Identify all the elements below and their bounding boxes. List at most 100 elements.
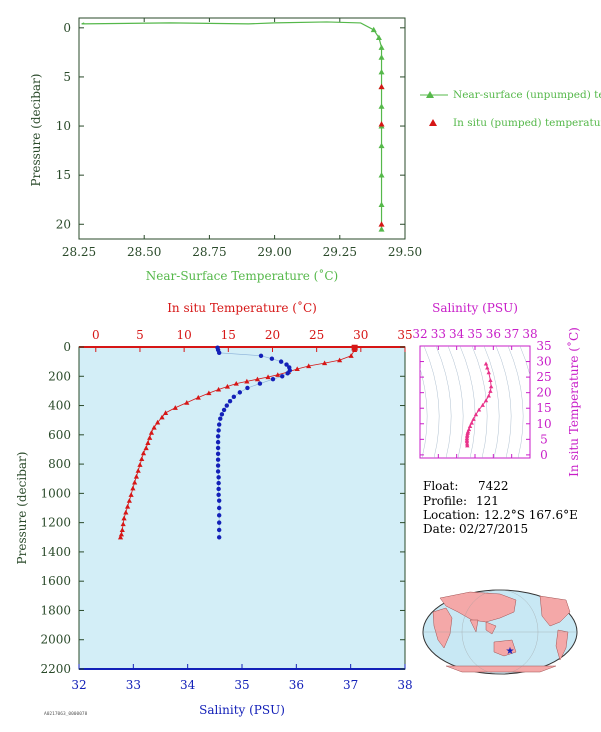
world-map: ★ [422,589,578,675]
date-label: Date: [423,522,456,536]
map-graticule [423,589,577,675]
temperature-tick-label: 0 [92,328,100,342]
temperature-tick-label: 30 [353,328,368,342]
ts-point [465,443,470,448]
float-label: Float: [423,479,458,493]
near-surface-x-tick-label: 28.25 [62,245,96,259]
ts-point [476,407,482,412]
salinity-point [216,480,221,486]
temperature-point [139,456,145,462]
temperature-point [143,445,149,451]
legend-label-near-surface: Near-surface (unpumped) temperature. [453,89,601,101]
salinity-point [280,374,285,379]
ts-point [471,416,476,421]
salinity-tick-label: 37 [343,678,358,692]
pressure-tick-label: 200 [48,369,71,383]
salinity-tick-label: 38 [397,678,412,692]
temperature-point [275,372,281,377]
ts-x-tick-label: 33 [431,327,446,341]
ts-y-tick-label: 20 [536,386,551,400]
pressure-tick-label: 400 [48,399,71,413]
ts-plot-frame [419,345,531,459]
temperature-point [128,492,134,497]
temperature-point [233,380,239,386]
pressure-tick-label: 1000 [40,486,71,500]
temperature-point [132,479,138,485]
salinity-point [278,359,284,364]
location-value: 12.2°S 167.6°E [484,508,578,522]
salinity-point [216,350,222,356]
profile-label: Profile: [423,494,467,508]
pressure-tick-label: 1600 [40,574,71,588]
salinity-point [224,403,229,408]
salinity-point [215,457,221,462]
near-surface-y-tick-label: 0 [63,21,71,35]
salinity-point [216,505,222,511]
temperature-point [140,450,147,456]
ts-x-tick-label: 34 [449,327,465,341]
salinity-point [215,463,221,468]
ts-point [486,393,491,398]
salinity-point [258,353,264,358]
salinity-point [237,390,243,395]
salinity-point [231,394,237,399]
temperature-point [306,363,312,369]
salinity-point [216,492,221,498]
ts-x-tick-label: 37 [504,327,519,341]
pressure-tick-label: 2200 [40,662,71,676]
legend-marker-in-situ [429,119,437,126]
temperature-point [206,390,212,396]
pressure-tick-label: 600 [48,428,71,442]
near-surface-y-tick-label: 15 [56,168,71,182]
temperature-point [195,394,201,400]
ts-point [465,430,470,435]
density-contour [495,346,512,458]
ts-x-tick-label: 36 [486,327,501,341]
pressure-tick-label: 2000 [40,633,71,647]
temperature-point [123,509,129,515]
pressure-tick-label: 1800 [40,603,71,617]
ts-x-tick-label: 35 [467,327,482,341]
temperature-tick-label: 10 [176,328,191,342]
temperature-point [215,386,222,392]
footer-code: A0217063_0000078 [44,711,88,717]
salinity-tick-label: 34 [180,678,196,692]
temperature-point [124,503,131,509]
ts-y-tick-label: 15 [536,401,551,415]
temperature-tick-label: 35 [397,328,412,342]
salinity-point [215,445,221,451]
in-situ-point [378,83,385,90]
salinity-point [285,371,290,376]
map-star-icon: ★ [506,646,515,657]
ts-x-axis-label: Salinity (PSU) [432,301,518,315]
temperature-axis-label: In situ Temperature (˚C) [167,300,317,315]
near-surface-x-tick-label: 29.00 [257,245,291,259]
temperature-tick-label: 20 [265,328,280,342]
density-contour [519,346,530,458]
ts-point [464,439,470,444]
temperature-point [130,485,136,491]
ts-density-contours [420,346,530,458]
ts-y-tick-label: 10 [536,417,551,431]
temperature-point [184,400,190,405]
temperature-point [254,376,261,382]
temperature-point [133,473,140,479]
profile-chart: 0 5 10 15 20 25 30 35 32 33 34 35 36 37 38 0 200 400 600… [15,300,413,717]
density-contour [447,346,464,458]
temperature-point [224,383,231,389]
ts-point [488,378,493,382]
temperature-point [145,440,151,445]
temperature-point [137,462,143,467]
salinity-axis-label: Salinity (PSU) [199,703,285,717]
salinity-point [219,412,225,417]
temperature-tick-label: 25 [309,328,324,342]
salinity-point [216,428,221,433]
salinity-point [216,527,222,533]
ts-x-tick-label: 38 [522,327,537,341]
near-surface-y-tick-label: 10 [56,119,71,133]
salinity-point [216,422,222,427]
near-surface-legend: Near-surface (unpumped) temperature. In … [420,89,601,129]
salinity-point [269,356,275,361]
location-label: Location: [423,508,480,522]
